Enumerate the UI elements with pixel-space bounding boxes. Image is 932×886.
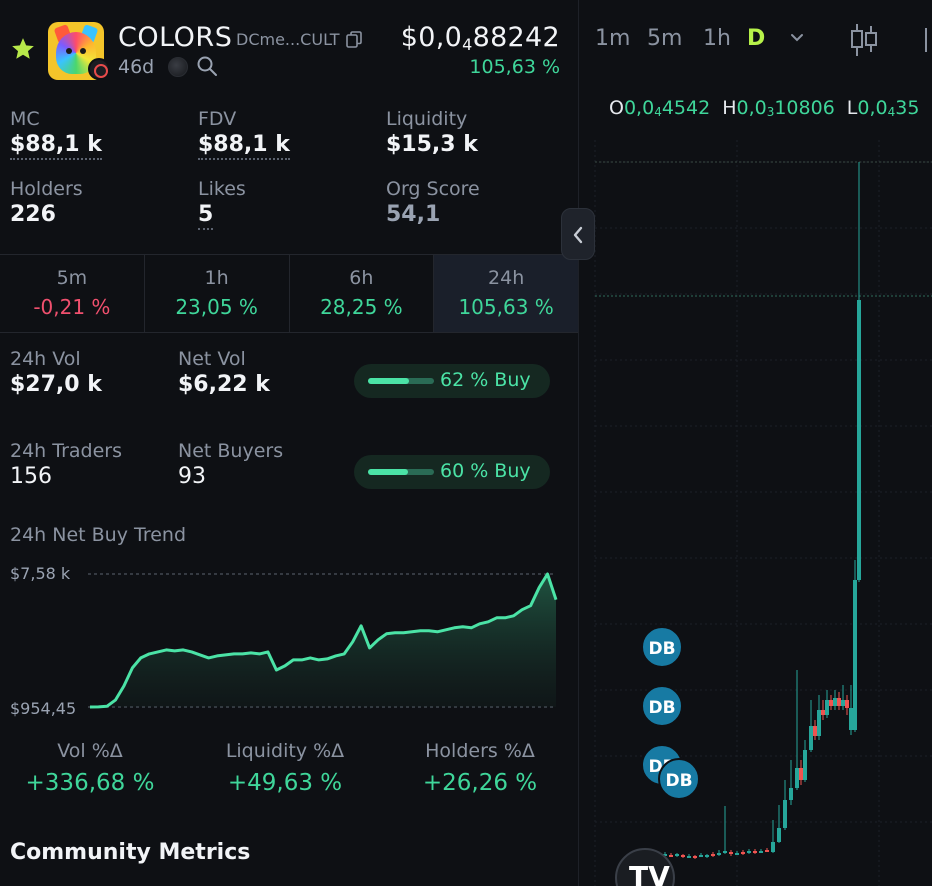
vol-delta: Vol %Δ +336,68 % (25, 740, 155, 796)
interval-5m[interactable]: 5m (647, 26, 683, 51)
candle-body (717, 853, 721, 855)
timeframe-tabs: 5m -0,21 % 1h 23,05 % 6h 28,25 % 24h 105… (0, 254, 578, 333)
candle-body (723, 851, 727, 853)
candle-body (857, 300, 861, 580)
liquidity-delta: Liquidity %Δ +49,63 % (225, 740, 345, 796)
stat-liquidity: Liquidity $15,3 k (386, 108, 478, 157)
token-price: $0,0488242 (400, 22, 560, 54)
price-chart-panel: 1m 5m 1h D O0,044542 H0,0310806 L0,0435 DB… (578, 0, 932, 886)
candle-body (813, 726, 817, 736)
candle-body (771, 842, 775, 852)
dev-buy-marker[interactable]: DB (641, 626, 683, 668)
candle-body (765, 850, 769, 852)
candle-body (829, 700, 833, 706)
token-address[interactable]: DCme...CULT (236, 30, 340, 49)
candle-body (795, 768, 799, 788)
price-change: 105,63 % (469, 56, 560, 78)
stat-24h-traders: 24h Traders 156 (10, 440, 122, 489)
tab-6h[interactable]: 6h 28,25 % (290, 255, 435, 332)
stat-24h-vol: 24h Vol $27,0 k (10, 348, 102, 397)
trend-area (90, 574, 556, 707)
candle-body (687, 856, 691, 858)
stat-fdv: FDV $88,1 k (198, 108, 290, 160)
search-icon[interactable] (196, 55, 218, 77)
token-name: COLORS (118, 22, 233, 53)
candle-body (783, 800, 787, 828)
candle-body (817, 710, 821, 736)
stat-net-vol: Net Vol $6,22 k (178, 348, 270, 397)
candle-body (711, 854, 715, 856)
stat-org-score: Org Score 54,1 (386, 178, 480, 227)
candle-body (803, 750, 807, 780)
net-buy-trend-chart (88, 572, 558, 709)
dev-avatar[interactable] (168, 57, 188, 77)
candle-body (833, 698, 837, 706)
candle-body (693, 856, 697, 858)
candle-body (699, 855, 703, 857)
trend-min-label: $954,45 (10, 699, 77, 718)
token-header: COLORS DCme...CULT 46d $0,0488242 105,63… (0, 0, 578, 100)
candle-body (849, 708, 853, 730)
candle-body (741, 852, 745, 854)
candle-body (747, 851, 751, 853)
buyers-pill: 60 % Buy (354, 455, 550, 489)
interval-d[interactable]: D (747, 26, 766, 51)
candle-body (809, 726, 813, 750)
candle-body (669, 855, 673, 857)
candle-body (837, 698, 841, 706)
candle-body (705, 855, 709, 857)
chevron-left-icon (573, 226, 583, 244)
interval-1m[interactable]: 1m (595, 26, 631, 51)
candle-body (777, 828, 781, 842)
stat-mc: MC $88,1 k (10, 108, 102, 160)
candle-body (845, 700, 849, 708)
tab-5m[interactable]: 5m -0,21 % (0, 255, 145, 332)
token-info-panel: COLORS DCme...CULT 46d $0,0488242 105,63… (0, 0, 578, 865)
launchpad-badge-icon (88, 58, 110, 80)
buy-volume-pill: 62 % Buy (354, 364, 550, 398)
stat-likes: Likes 5 (198, 178, 246, 230)
trend-title: 24h Net Buy Trend (10, 524, 187, 546)
dev-buy-marker[interactable]: DB (641, 685, 683, 727)
trend-max-label: $7,58 k (10, 564, 71, 583)
holders-delta: Holders %Δ +26,26 % (422, 740, 538, 796)
candlestick-type-icon[interactable] (849, 22, 879, 58)
stat-net-buyers: Net Buyers 93 (178, 440, 284, 489)
tab-1h[interactable]: 1h 23,05 % (145, 255, 290, 332)
stat-holders: Holders 226 (10, 178, 83, 227)
candle-body (825, 700, 829, 715)
tab-24h[interactable]: 24h 105,63 % (434, 255, 578, 332)
candle-body (799, 768, 803, 780)
candle-body (753, 851, 757, 853)
collapse-panel-button[interactable] (561, 208, 595, 260)
interval-1h[interactable]: 1h (703, 26, 731, 51)
candle-body (735, 853, 739, 855)
candle-body (681, 855, 685, 857)
candle-body (789, 788, 793, 800)
chevron-down-icon[interactable] (789, 32, 805, 44)
candle-body (729, 852, 733, 854)
ohlc-readout: O0,044542 H0,0310806 L0,0435 (609, 97, 920, 119)
candle-body (821, 710, 825, 715)
candle-body (853, 580, 857, 730)
dev-buy-marker[interactable]: DB (658, 758, 700, 800)
candle-body (841, 700, 845, 706)
favorite-star-icon[interactable] (10, 36, 36, 62)
candle-body (675, 854, 679, 856)
candlestick-chart[interactable] (579, 140, 932, 886)
token-logo (48, 22, 104, 80)
trend-line (89, 572, 558, 709)
more-tools-icon[interactable] (925, 28, 932, 52)
token-age: 46d (118, 56, 155, 78)
community-metrics-heading: Community Metrics (10, 840, 251, 865)
copy-icon[interactable] (346, 31, 362, 48)
candle-body (759, 851, 763, 853)
